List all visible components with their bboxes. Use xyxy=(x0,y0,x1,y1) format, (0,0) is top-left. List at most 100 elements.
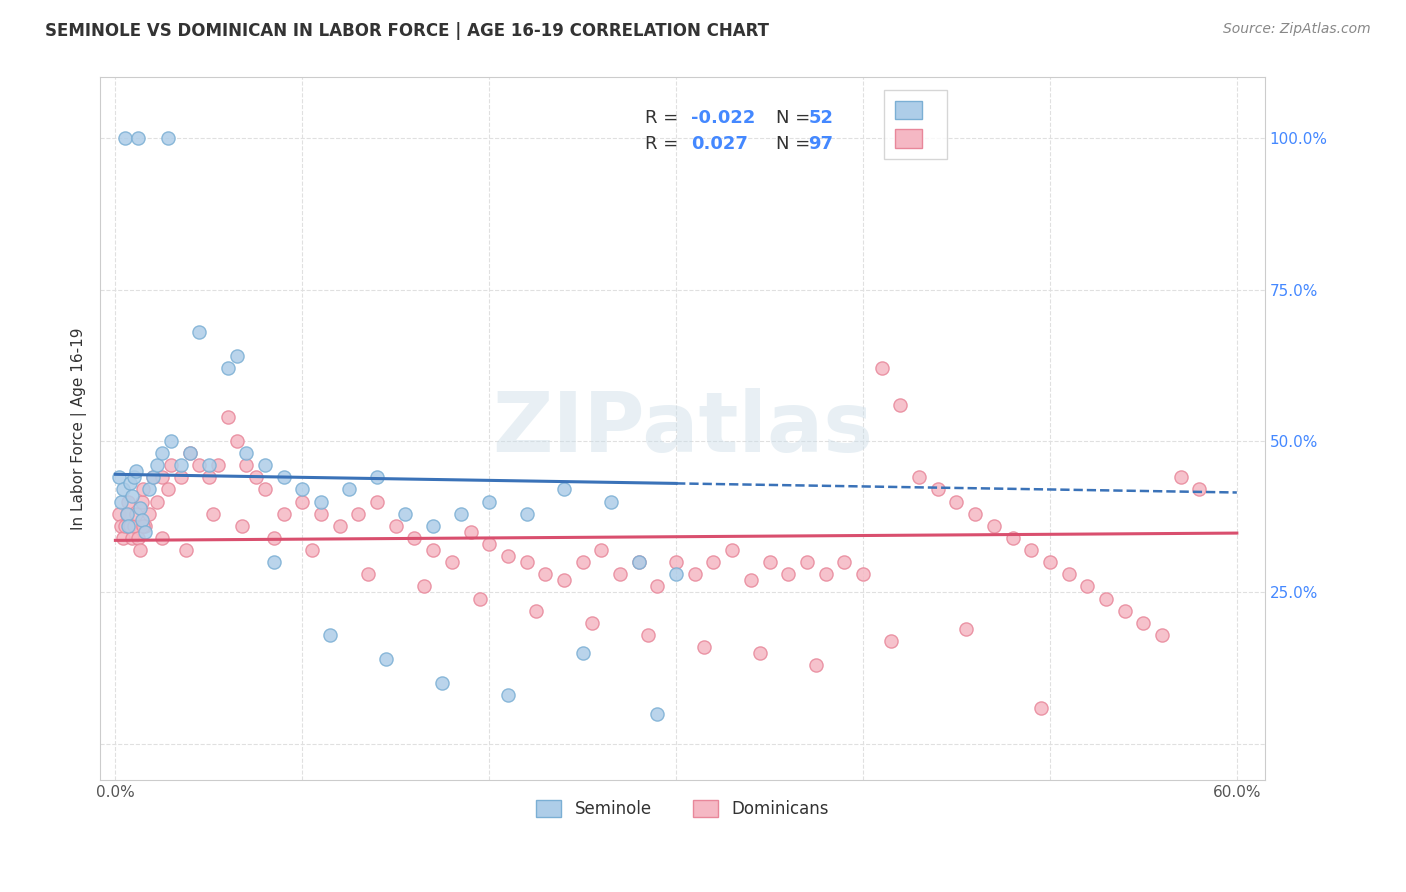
Point xyxy=(516,555,538,569)
Point xyxy=(309,494,332,508)
Point xyxy=(132,518,155,533)
Point xyxy=(721,543,744,558)
Point xyxy=(217,409,239,424)
Point xyxy=(111,531,134,545)
Point xyxy=(581,615,603,630)
Point xyxy=(1001,531,1024,545)
Point xyxy=(814,567,837,582)
Point xyxy=(665,555,688,569)
Point xyxy=(1019,543,1042,558)
Text: 0.027: 0.027 xyxy=(690,136,748,153)
Point xyxy=(253,483,276,497)
Point xyxy=(1152,628,1174,642)
Point xyxy=(591,543,613,558)
Point xyxy=(647,706,669,721)
Point xyxy=(114,518,136,533)
Point xyxy=(110,518,132,533)
Point xyxy=(319,628,342,642)
Point xyxy=(834,555,856,569)
Point xyxy=(198,458,221,473)
Point xyxy=(366,470,388,484)
Text: 52: 52 xyxy=(808,109,834,128)
Point xyxy=(115,507,138,521)
Point xyxy=(375,652,398,666)
Point xyxy=(852,567,875,582)
Point xyxy=(534,567,557,582)
Legend: Seminole, Dominicans: Seminole, Dominicans xyxy=(530,793,835,825)
Point xyxy=(115,507,138,521)
Point xyxy=(889,398,911,412)
Point xyxy=(683,567,706,582)
Point xyxy=(301,543,323,558)
Point xyxy=(188,325,211,339)
Point xyxy=(160,434,183,448)
Point xyxy=(571,646,593,660)
Point xyxy=(758,555,780,569)
Point xyxy=(478,537,501,551)
Point xyxy=(627,555,650,569)
Point xyxy=(496,689,519,703)
Point xyxy=(347,507,370,521)
Point xyxy=(749,646,772,660)
Text: SEMINOLE VS DOMINICAN IN LABOR FORCE | AGE 16-19 CORRELATION CHART: SEMINOLE VS DOMINICAN IN LABOR FORCE | A… xyxy=(45,22,769,40)
Point xyxy=(198,470,221,484)
Point xyxy=(160,458,183,473)
Point xyxy=(170,470,193,484)
Point xyxy=(111,483,134,497)
Point xyxy=(647,579,669,593)
Point xyxy=(1039,555,1062,569)
Point xyxy=(432,676,454,690)
Point xyxy=(1029,700,1052,714)
Point xyxy=(571,555,593,569)
Point xyxy=(496,549,519,563)
Point xyxy=(142,470,165,484)
Point xyxy=(309,507,332,521)
Point xyxy=(553,483,575,497)
Point xyxy=(806,658,828,673)
Point xyxy=(870,361,893,376)
Point xyxy=(627,555,650,569)
Point xyxy=(188,458,211,473)
Point xyxy=(599,494,621,508)
Point xyxy=(404,531,426,545)
Point xyxy=(176,543,198,558)
Point xyxy=(945,494,967,508)
Point xyxy=(291,483,314,497)
Text: ZIPatlas: ZIPatlas xyxy=(492,388,873,469)
Point xyxy=(693,640,716,654)
Point xyxy=(1057,567,1080,582)
Point xyxy=(1132,615,1154,630)
Point xyxy=(134,518,156,533)
Point xyxy=(253,458,276,473)
Point xyxy=(142,470,165,484)
Text: N =: N = xyxy=(776,109,810,128)
Point xyxy=(131,494,153,508)
Point xyxy=(468,591,491,606)
Point xyxy=(207,458,229,473)
Point xyxy=(665,567,688,582)
Point xyxy=(125,464,148,478)
Point xyxy=(170,458,193,473)
Point xyxy=(422,543,444,558)
Point xyxy=(412,579,434,593)
Point xyxy=(145,494,167,508)
Point xyxy=(117,518,139,533)
Text: R =: R = xyxy=(645,109,679,128)
Point xyxy=(134,524,156,539)
Text: Source: ZipAtlas.com: Source: ZipAtlas.com xyxy=(1223,22,1371,37)
Point xyxy=(150,470,173,484)
Point xyxy=(225,434,247,448)
Text: N =: N = xyxy=(776,136,810,153)
Text: R =: R = xyxy=(645,136,679,153)
Point xyxy=(1076,579,1098,593)
Point xyxy=(796,555,818,569)
Point xyxy=(179,446,201,460)
Point xyxy=(245,470,267,484)
Point xyxy=(983,518,1005,533)
Point xyxy=(110,494,132,508)
Point xyxy=(384,518,406,533)
Point xyxy=(128,543,150,558)
Point xyxy=(121,531,143,545)
Text: 97: 97 xyxy=(808,136,834,153)
Point xyxy=(609,567,631,582)
